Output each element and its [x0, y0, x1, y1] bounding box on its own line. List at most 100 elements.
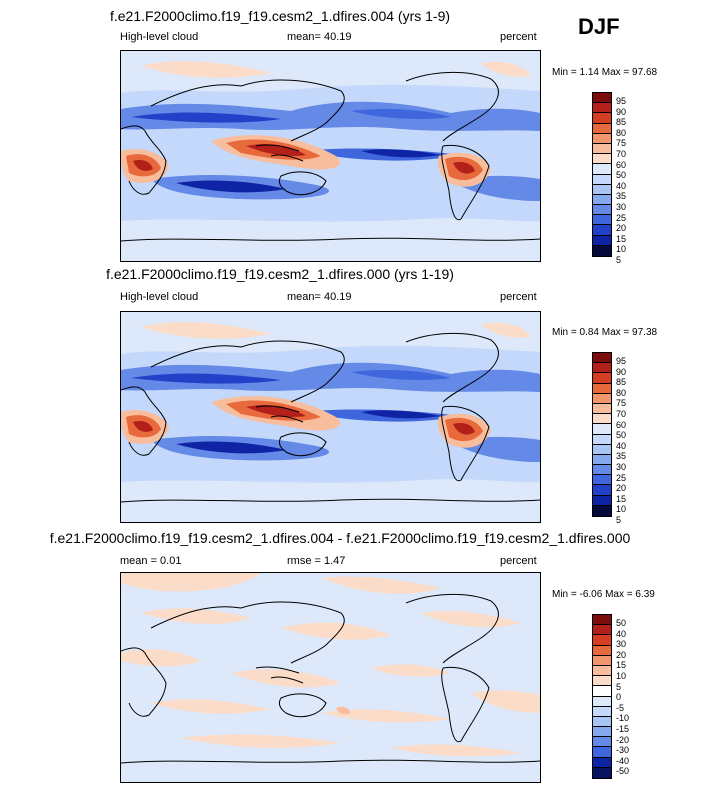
field-region [133, 159, 153, 171]
colorbar-label: 90 [616, 106, 627, 117]
colorbar-label: 25 [616, 472, 627, 483]
panel3-map-canvas [121, 573, 540, 782]
colorbar-label: 15 [616, 233, 627, 244]
field-region [481, 61, 531, 77]
colorbar-box [593, 686, 611, 697]
coastline-africa [121, 386, 167, 456]
colorbar-label: 70 [616, 149, 627, 159]
colorbar-box [593, 225, 611, 236]
colorbar-label: 15 [616, 660, 627, 671]
panel3-map [120, 572, 541, 783]
colorbar-label: 35 [616, 451, 627, 462]
field-region [361, 410, 441, 419]
field-region [321, 709, 451, 723]
coastline-indonesia [255, 144, 304, 162]
field-region [351, 369, 451, 380]
field-region [281, 622, 391, 640]
panel2-variable-label: High-level cloud [120, 291, 199, 303]
colorbar-box [593, 143, 611, 155]
field-region [121, 362, 540, 392]
coastline-south-america [441, 666, 490, 743]
colorbar-box [593, 767, 611, 778]
coastline-africa [121, 647, 167, 717]
colorbar-label: 30 [616, 462, 627, 472]
colorbar-label: -30 [616, 745, 630, 756]
colorbar-box [593, 215, 611, 226]
colorbar-label: 30 [616, 202, 627, 212]
coastline-antarctica [121, 237, 540, 242]
field-region [141, 61, 271, 78]
coastline-indonesia [255, 405, 304, 423]
field-region [121, 51, 540, 93]
colorbar-label: -20 [616, 734, 630, 745]
colorbar-box [593, 194, 611, 206]
colorbar-label: 40 [616, 440, 627, 451]
coastline-australia [278, 432, 327, 457]
colorbar-label: 50 [616, 618, 627, 628]
colorbar-box [593, 133, 611, 144]
colorbar-box [593, 184, 611, 195]
panel1-map [120, 50, 541, 262]
colorbar-box [593, 676, 611, 687]
panel3-units-label: percent [500, 555, 537, 567]
colorbar-box [593, 93, 611, 104]
field-region [453, 161, 475, 174]
colorbar-label: 95 [616, 96, 627, 106]
colorbar-box [593, 154, 611, 165]
colorbar-box [593, 205, 611, 216]
colorbar-label: 40 [616, 628, 627, 639]
colorbar-label: 85 [616, 117, 627, 128]
coastline-north-america [405, 333, 499, 403]
field-region [176, 441, 286, 454]
panel1-units-label: percent [500, 31, 537, 43]
colorbar-box [593, 465, 611, 476]
coastline-north-america [405, 72, 499, 142]
coastline-eurasia [150, 340, 345, 403]
panel3-minmax: Min = -6.06 Max = 6.39 [552, 589, 655, 600]
colorbar-box [593, 235, 611, 246]
colorbar-label: 15 [616, 493, 627, 504]
colorbar-label: 75 [616, 138, 627, 149]
panel2-minmax: Min = 0.84 Max = 97.38 [552, 327, 658, 338]
colorbar-box [593, 454, 611, 466]
coastline-australia [278, 171, 327, 196]
colorbar-label: 80 [616, 127, 627, 138]
coastline-eurasia [150, 601, 345, 664]
colorbar-box [593, 393, 611, 404]
field-region [336, 706, 351, 715]
colorbar-box [593, 696, 611, 707]
colorbar-label: 75 [616, 398, 627, 409]
panel2-mean-label: mean= 40.19 [287, 291, 352, 303]
panel1-map-canvas [121, 51, 540, 261]
field-region [231, 669, 341, 688]
colorbar-label: -5 [616, 702, 625, 713]
colorbar-box [593, 706, 611, 717]
colorbar-box [593, 164, 611, 175]
colorbar-box [593, 757, 611, 768]
colorbar-label: 50 [616, 170, 627, 181]
colorbar-box [593, 625, 611, 636]
colorbar-box [593, 424, 611, 435]
field-region [141, 322, 271, 339]
field-region [246, 144, 306, 156]
panel3-mean-label: mean = 0.01 [120, 555, 182, 567]
colorbar-box [593, 727, 611, 738]
coastline-antarctica [121, 759, 540, 764]
field-region [181, 734, 341, 748]
panel2-units-label: percent [500, 291, 537, 303]
colorbar-label: 0 [616, 692, 622, 703]
colorbar-label: 5 [616, 515, 622, 525]
coastline-australia [278, 693, 327, 718]
colorbar-label: 30 [616, 639, 627, 650]
colorbar-label: -15 [616, 724, 630, 734]
panel2-colorbar [592, 352, 612, 517]
colorbar-box [593, 747, 611, 758]
colorbar-box [593, 495, 611, 506]
panel2-title: f.e21.F2000climo.f19_f19.cesm2_1.dfires.… [106, 266, 454, 282]
coastline-north-america [405, 594, 499, 664]
colorbar-box [593, 403, 611, 415]
colorbar-label: 85 [616, 377, 627, 388]
colorbar-label: 95 [616, 356, 627, 366]
field-region [391, 744, 521, 757]
colorbar-box [593, 505, 611, 516]
